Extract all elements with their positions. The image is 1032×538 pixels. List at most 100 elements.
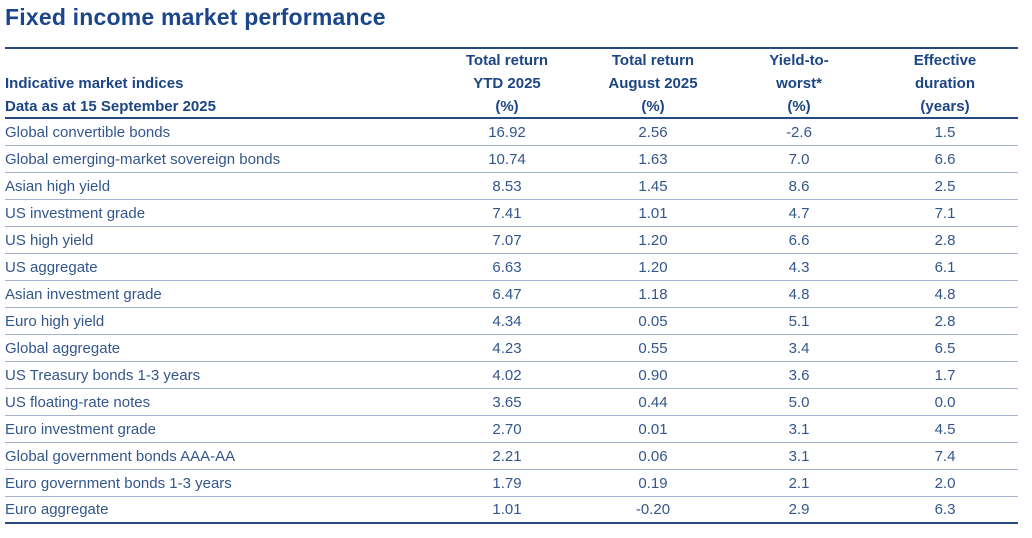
yield-to-worst-value: 3.4: [788, 339, 810, 357]
yield-to-worst-value: 2.1: [788, 474, 810, 492]
index-name: Global government bonds AAA-AA: [5, 447, 236, 465]
col-header-line: worst*: [776, 75, 822, 92]
table-row: US high yield 7.07 1.20 6.6 2.8: [5, 227, 1018, 254]
col-header-unit: (%): [495, 98, 519, 115]
total-return-august-value: 1.45: [638, 177, 668, 195]
effective-duration-value: 2.0: [934, 474, 956, 492]
total-return-ytd-value: 4.23: [492, 339, 522, 357]
index-name: US investment grade: [5, 204, 146, 222]
yield-to-worst-value: 6.6: [788, 231, 810, 249]
effective-duration-value: 4.8: [934, 285, 956, 303]
table-row: US aggregate 6.63 1.20 4.3 6.1: [5, 254, 1018, 281]
table-row: Asian high yield 8.53 1.45 8.6 2.5: [5, 173, 1018, 200]
total-return-august-value: 1.63: [638, 150, 668, 168]
total-return-ytd-value: 3.65: [492, 393, 522, 411]
yield-to-worst-value: 4.8: [788, 285, 810, 303]
col-header-line: Total return: [465, 52, 549, 69]
index-name: Global emerging-market sovereign bonds: [5, 150, 281, 168]
fixed-income-table: Indicative market indices Data as at 15 …: [5, 47, 1018, 524]
index-name: Asian investment grade: [5, 285, 162, 303]
table-header-row: Indicative market indices Data as at 15 …: [5, 47, 1018, 119]
total-return-august-value: 0.01: [638, 420, 668, 438]
effective-duration-value: 1.5: [934, 123, 956, 141]
index-name: US Treasury bonds 1-3 years: [5, 366, 201, 384]
effective-duration-value: 7.4: [934, 447, 956, 465]
row-header-cell: Indicative market indices Data as at 15 …: [5, 72, 434, 121]
total-return-august-value: 0.19: [638, 474, 668, 492]
col-header-effective-duration: Effective duration (years): [872, 49, 1018, 121]
total-return-august-value: 1.20: [638, 258, 668, 276]
total-return-ytd-value: 1.79: [492, 474, 522, 492]
total-return-august-value: 1.01: [638, 204, 668, 222]
yield-to-worst-value: 8.6: [788, 177, 810, 195]
table-row: US floating-rate notes 3.65 0.44 5.0 0.0: [5, 389, 1018, 416]
table-body: Global convertible bonds 16.92 2.56 -2.6…: [5, 119, 1018, 524]
effective-duration-value: 2.8: [934, 231, 956, 249]
effective-duration-value: 2.5: [934, 177, 956, 195]
col-header-line: YTD 2025: [473, 75, 541, 92]
col-header-unit: (years): [920, 98, 970, 115]
index-name: Global aggregate: [5, 339, 121, 357]
total-return-august-value: 0.05: [638, 312, 668, 330]
total-return-august-value: -0.20: [635, 501, 671, 518]
table-row: US investment grade 7.41 1.01 4.7 7.1: [5, 200, 1018, 227]
col-header-unit: (%): [787, 98, 811, 115]
table-row: Euro high yield 4.34 0.05 5.1 2.8: [5, 308, 1018, 335]
yield-to-worst-value: 5.0: [788, 393, 810, 411]
effective-duration-value: 6.6: [934, 150, 956, 168]
col-header-line: Effective: [913, 52, 977, 69]
table-row: Global government bonds AAA-AA 2.21 0.06…: [5, 443, 1018, 470]
table-row: Euro investment grade 2.70 0.01 3.1 4.5: [5, 416, 1018, 443]
total-return-ytd-value: 8.53: [492, 177, 522, 195]
total-return-ytd-value: 7.41: [492, 204, 522, 222]
total-return-august-value: 0.55: [638, 339, 668, 357]
yield-to-worst-value: 3.1: [788, 420, 810, 438]
index-name: US high yield: [5, 231, 94, 249]
effective-duration-value: 6.1: [934, 258, 956, 276]
total-return-ytd-value: 2.21: [492, 447, 522, 465]
total-return-ytd-value: 7.07: [492, 231, 522, 249]
col-header-total-return-august: Total return August 2025 (%): [580, 49, 726, 121]
yield-to-worst-value: 4.3: [788, 258, 810, 276]
col-header-line: Total return: [611, 52, 695, 69]
index-name: Asian high yield: [5, 177, 111, 195]
table-row: Euro aggregate 1.01 -0.20 2.9 6.3: [5, 497, 1018, 524]
col-header-total-return-ytd: Total return YTD 2025 (%): [434, 49, 580, 121]
yield-to-worst-value: 5.1: [788, 312, 810, 330]
total-return-ytd-value: 1.01: [492, 501, 522, 518]
total-return-august-value: 0.90: [638, 366, 668, 384]
table-row: Euro government bonds 1-3 years 1.79 0.1…: [5, 470, 1018, 497]
total-return-august-value: 2.56: [638, 123, 668, 141]
effective-duration-value: 4.5: [934, 420, 956, 438]
effective-duration-value: 7.1: [934, 204, 956, 222]
effective-duration-value: 6.3: [934, 501, 956, 518]
index-name: US floating-rate notes: [5, 393, 151, 411]
yield-to-worst-value: 2.9: [788, 501, 810, 518]
effective-duration-value: 2.8: [934, 312, 956, 330]
total-return-ytd-value: 4.02: [492, 366, 522, 384]
index-name: US aggregate: [5, 258, 98, 276]
effective-duration-value: 6.5: [934, 339, 956, 357]
row-header-title: Indicative market indices: [5, 75, 184, 92]
row-header-date: Data as at 15 September 2025: [5, 98, 216, 115]
col-header-unit: (%): [641, 98, 665, 115]
total-return-august-value: 1.20: [638, 231, 668, 249]
page-title: Fixed income market performance: [5, 4, 386, 30]
page: Fixed income market performance Indicati…: [5, 4, 1018, 524]
index-name: Euro government bonds 1-3 years: [5, 474, 232, 492]
yield-to-worst-value: 3.6: [788, 366, 810, 384]
yield-to-worst-value: 4.7: [788, 204, 810, 222]
index-name: Euro investment grade: [5, 420, 156, 438]
table-row: US Treasury bonds 1-3 years 4.02 0.90 3.…: [5, 362, 1018, 389]
total-return-ytd-value: 4.34: [492, 312, 522, 330]
yield-to-worst-value: 7.0: [788, 150, 810, 168]
yield-to-worst-value: 3.1: [788, 447, 810, 465]
total-return-ytd-value: 16.92: [488, 123, 526, 141]
index-name: Global convertible bonds: [5, 123, 171, 141]
effective-duration-value: 0.0: [934, 393, 956, 411]
total-return-august-value: 0.44: [638, 393, 668, 411]
index-name: Euro aggregate: [5, 501, 109, 518]
total-return-ytd-value: 2.70: [492, 420, 522, 438]
total-return-august-value: 1.18: [638, 285, 668, 303]
table-row: Asian investment grade 6.47 1.18 4.8 4.8: [5, 281, 1018, 308]
